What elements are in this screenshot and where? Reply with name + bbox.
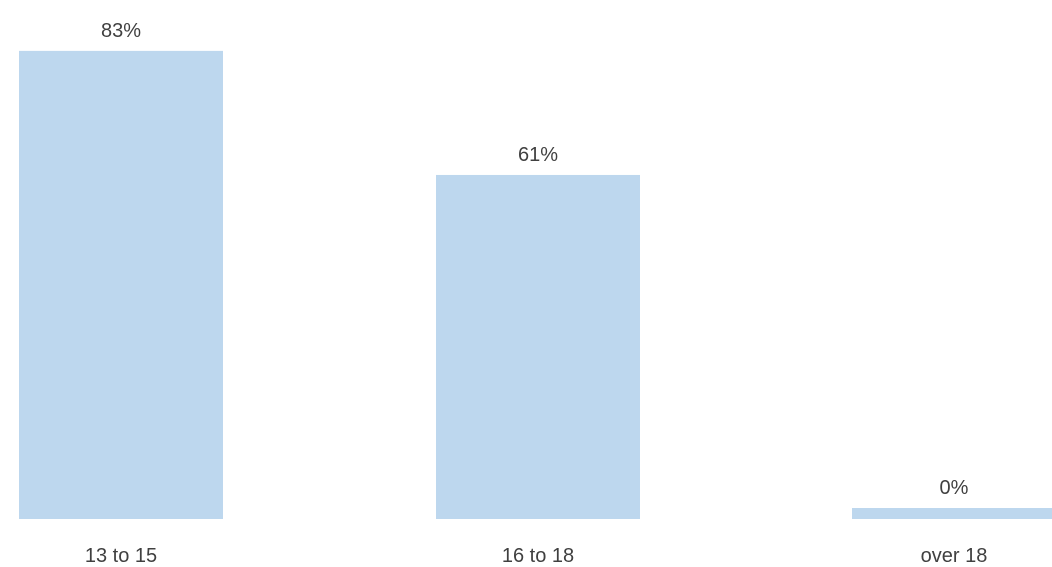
bar-1	[19, 50, 223, 519]
category-label-3: over 18	[921, 545, 988, 567]
category-label-2: 16 to 18	[502, 545, 574, 567]
category-label-1: 13 to 15	[85, 545, 157, 567]
bar-2	[436, 174, 640, 519]
data-label-2: 61%	[518, 144, 558, 166]
bar-3	[852, 508, 1052, 519]
data-label-1: 83%	[101, 20, 141, 42]
data-label-3: 0%	[940, 477, 969, 499]
